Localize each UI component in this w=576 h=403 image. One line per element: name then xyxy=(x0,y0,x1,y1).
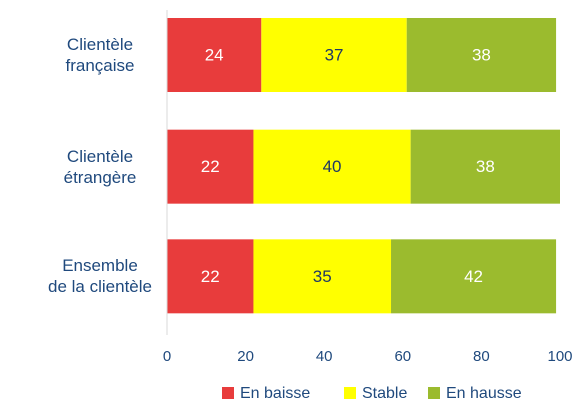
legend-swatch xyxy=(222,387,234,399)
legend-swatch xyxy=(344,387,356,399)
category-label: Clientèle étrangère xyxy=(63,146,137,187)
category-label: Clientèle française xyxy=(65,35,135,75)
bar-segment xyxy=(253,129,411,204)
data-label: 42 xyxy=(464,267,483,286)
bar-segment xyxy=(261,18,407,92)
bar-segment xyxy=(253,239,392,314)
bar-segment xyxy=(391,239,557,314)
data-label: 40 xyxy=(323,157,342,176)
x-tick-label: 20 xyxy=(237,348,254,365)
bar-segment xyxy=(167,18,262,92)
data-label: 38 xyxy=(472,45,491,64)
data-label: 22 xyxy=(201,267,220,286)
data-label: 22 xyxy=(201,157,220,176)
legend-label: En baisse xyxy=(240,385,310,402)
category-label: Ensemble de la clientèle xyxy=(48,256,152,297)
x-tick-label: 60 xyxy=(394,348,411,365)
data-label: 37 xyxy=(325,45,344,64)
x-tick-label: 40 xyxy=(316,348,333,365)
x-tick-label: 100 xyxy=(547,348,572,365)
legend-label: En hausse xyxy=(446,385,522,402)
data-label: 24 xyxy=(205,45,224,64)
bar-segment xyxy=(410,129,560,204)
bar-segment xyxy=(406,18,557,92)
bar-segment xyxy=(167,129,254,204)
legend-label: Stable xyxy=(362,385,407,402)
data-label: 38 xyxy=(476,157,495,176)
data-label: 35 xyxy=(313,267,332,286)
bar-segment xyxy=(167,239,254,314)
x-tick-label: 80 xyxy=(473,348,490,365)
legend-swatch xyxy=(428,387,440,399)
x-tick-label: 0 xyxy=(163,348,171,365)
